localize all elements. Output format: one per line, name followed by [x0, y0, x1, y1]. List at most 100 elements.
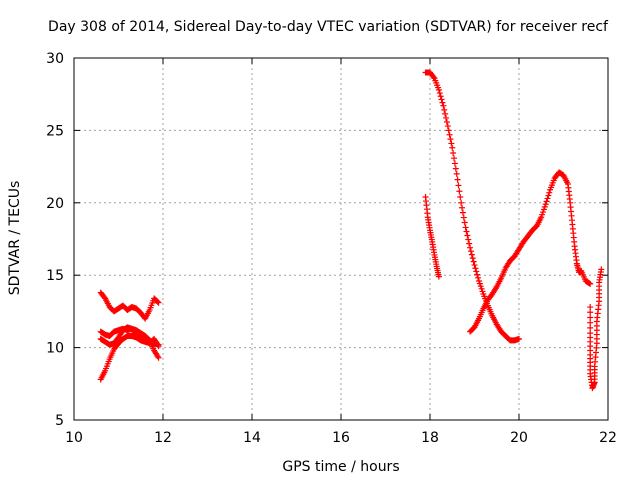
data-point [466, 240, 473, 247]
data-point [473, 268, 480, 275]
data-point [475, 274, 482, 281]
data-point [460, 214, 467, 221]
data-point [469, 255, 476, 262]
data-point [452, 165, 459, 172]
data-point [474, 271, 481, 278]
data-point [540, 209, 547, 216]
data-point [477, 283, 484, 290]
x-tick-label: 10 [65, 430, 83, 446]
x-tick-label: 18 [421, 430, 439, 446]
x-tick-label: 12 [154, 430, 172, 446]
x-tick-label: 22 [599, 430, 617, 446]
data-point [155, 343, 162, 350]
data-point [542, 201, 549, 208]
data-point [442, 110, 449, 117]
data-point [544, 195, 551, 202]
y-tick-label: 15 [46, 268, 64, 284]
data-point [445, 127, 452, 134]
data-point [539, 211, 546, 218]
data-point [447, 136, 454, 143]
series-track-g [467, 169, 594, 335]
data-point [475, 277, 482, 284]
data-point [437, 93, 444, 100]
data-point [458, 199, 465, 206]
data-point [476, 280, 483, 287]
x-tick-label: 16 [332, 430, 350, 446]
data-point [449, 144, 456, 151]
data-point [438, 96, 445, 103]
series-track-h [587, 266, 605, 392]
data-point [465, 236, 472, 243]
data-point [440, 102, 447, 109]
data-point [541, 203, 548, 210]
data-point [459, 204, 466, 211]
grid-lines [74, 58, 608, 420]
data-point [155, 299, 162, 306]
data-point [459, 209, 466, 216]
data-point [441, 106, 448, 113]
data-point [453, 170, 460, 177]
data-point [470, 258, 477, 265]
data-point [464, 232, 471, 239]
series-track-f [422, 69, 522, 344]
data-point [587, 309, 594, 316]
data-point [457, 194, 464, 201]
series-track-d [97, 324, 162, 350]
x-axis-label: GPS time / hours [282, 459, 399, 475]
data-point [451, 155, 458, 162]
data-point [451, 160, 458, 167]
data-point [471, 262, 478, 269]
data-point [543, 198, 550, 205]
data-point [587, 280, 594, 287]
x-tick-label: 20 [510, 430, 528, 446]
series-track-a [97, 289, 162, 322]
data-point [462, 224, 469, 231]
data-point [463, 228, 470, 235]
data-point [546, 189, 553, 196]
data-point [467, 244, 474, 251]
data-point [454, 176, 461, 183]
y-tick-label: 25 [46, 123, 64, 139]
data-point [443, 114, 450, 121]
data-point [155, 354, 162, 361]
data-point [468, 251, 475, 258]
data-point [545, 192, 552, 199]
x-tick-label: 14 [243, 430, 261, 446]
data-point [435, 273, 442, 280]
data-point [478, 285, 485, 292]
data-point [448, 140, 455, 147]
data-point [461, 219, 468, 226]
y-tick-labels: 5 10 15 20 25 30 [46, 51, 64, 429]
data-point [456, 188, 463, 195]
data-point [430, 74, 437, 81]
data-point [479, 288, 486, 295]
data-point [450, 149, 457, 156]
y-tick-label: 5 [55, 413, 64, 429]
data-point [587, 324, 594, 331]
x-tick-labels: 10 12 14 16 18 20 22 [65, 430, 617, 446]
data-point [538, 214, 545, 221]
data-point [436, 90, 443, 97]
data-point [154, 298, 161, 305]
data-point [435, 86, 442, 93]
data-point [472, 265, 479, 272]
y-axis-label: SDTVAR / TECUs [7, 181, 23, 296]
data-point [444, 123, 451, 130]
data-point [439, 99, 446, 106]
data-point [467, 248, 474, 255]
data-point [443, 119, 450, 126]
data-point [455, 182, 462, 189]
y-tick-label: 10 [46, 341, 64, 357]
series-track-e [422, 194, 442, 280]
data-point [446, 131, 453, 138]
chart-title: Day 308 of 2014, Sidereal Day-to-day VTE… [48, 19, 609, 35]
data-point [587, 319, 594, 326]
plot-frame [73, 57, 609, 421]
data-point [516, 335, 522, 342]
data-point [587, 304, 594, 311]
y-tick-label: 30 [46, 51, 64, 67]
data-markers [97, 69, 605, 392]
y-tick-label: 20 [46, 196, 64, 212]
